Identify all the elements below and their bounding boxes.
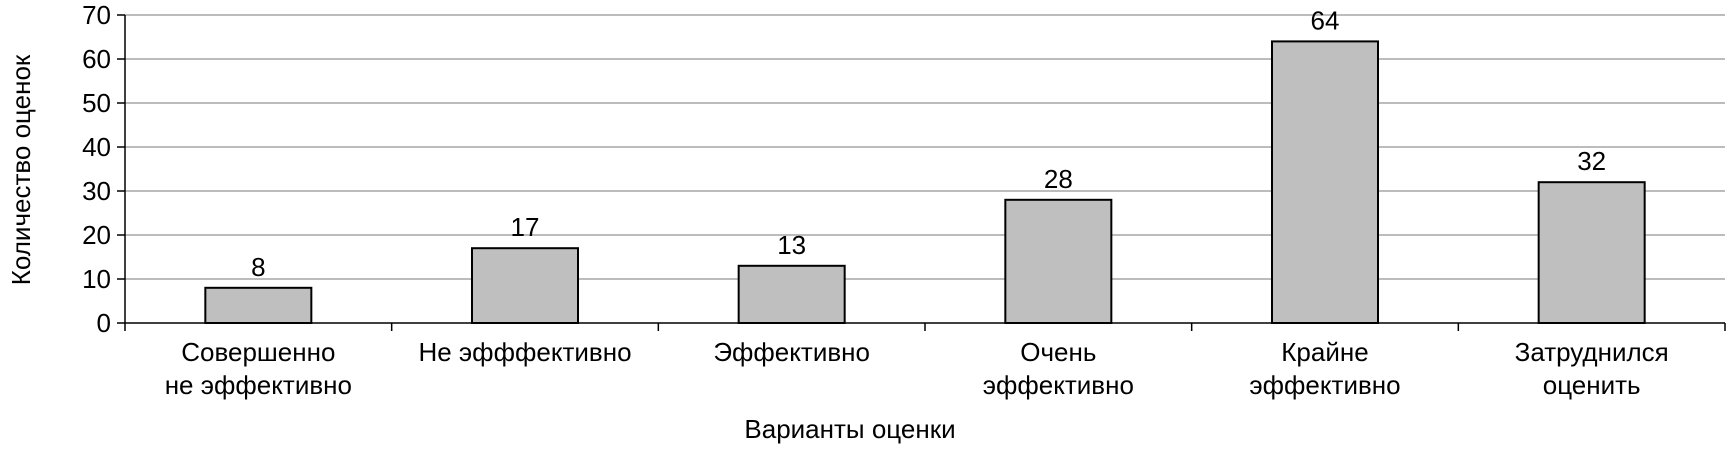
data-label: 28 [1044, 164, 1073, 194]
bar [1004, 198, 1113, 324]
x-tick-label: Совершенно не эффективно [165, 337, 352, 400]
bar [1537, 181, 1646, 324]
y-tick-label: 50 [82, 88, 111, 118]
data-label: 64 [1311, 5, 1340, 35]
y-tick-label: 20 [82, 220, 111, 250]
bar [204, 286, 313, 324]
y-axis-title: Количество оценок [6, 54, 36, 285]
y-tick-label: 70 [82, 0, 111, 30]
x-axis-title: Варианты оценки [744, 414, 955, 444]
y-tick-label: 10 [82, 264, 111, 294]
labels: 0 10 20 30 40 50 60 70 8 Совершенно не эффективно 1… [82, 0, 1669, 400]
y-tick-label: 0 [97, 308, 111, 338]
bar [471, 247, 579, 324]
axes [117, 14, 1726, 331]
data-label: 13 [777, 230, 806, 260]
bars [204, 40, 1646, 325]
x-tick-label: Затруднился оценить [1515, 337, 1669, 400]
bar [737, 264, 846, 324]
y-tick-label: 60 [82, 44, 111, 74]
gridlines [125, 14, 1725, 280]
bar [1271, 40, 1379, 325]
data-label: 17 [511, 212, 540, 242]
y-tick-label: 30 [82, 176, 111, 206]
x-tick-label: Крайне эффективно [1249, 337, 1400, 400]
y-tick-label: 40 [82, 132, 111, 162]
data-label: 32 [1577, 146, 1606, 176]
x-tick-label: Очень эффективно [983, 337, 1134, 400]
x-tick-label: Не эфффективно [418, 337, 631, 367]
x-tick-label: Эффективно [713, 337, 870, 367]
data-label: 8 [251, 252, 265, 282]
